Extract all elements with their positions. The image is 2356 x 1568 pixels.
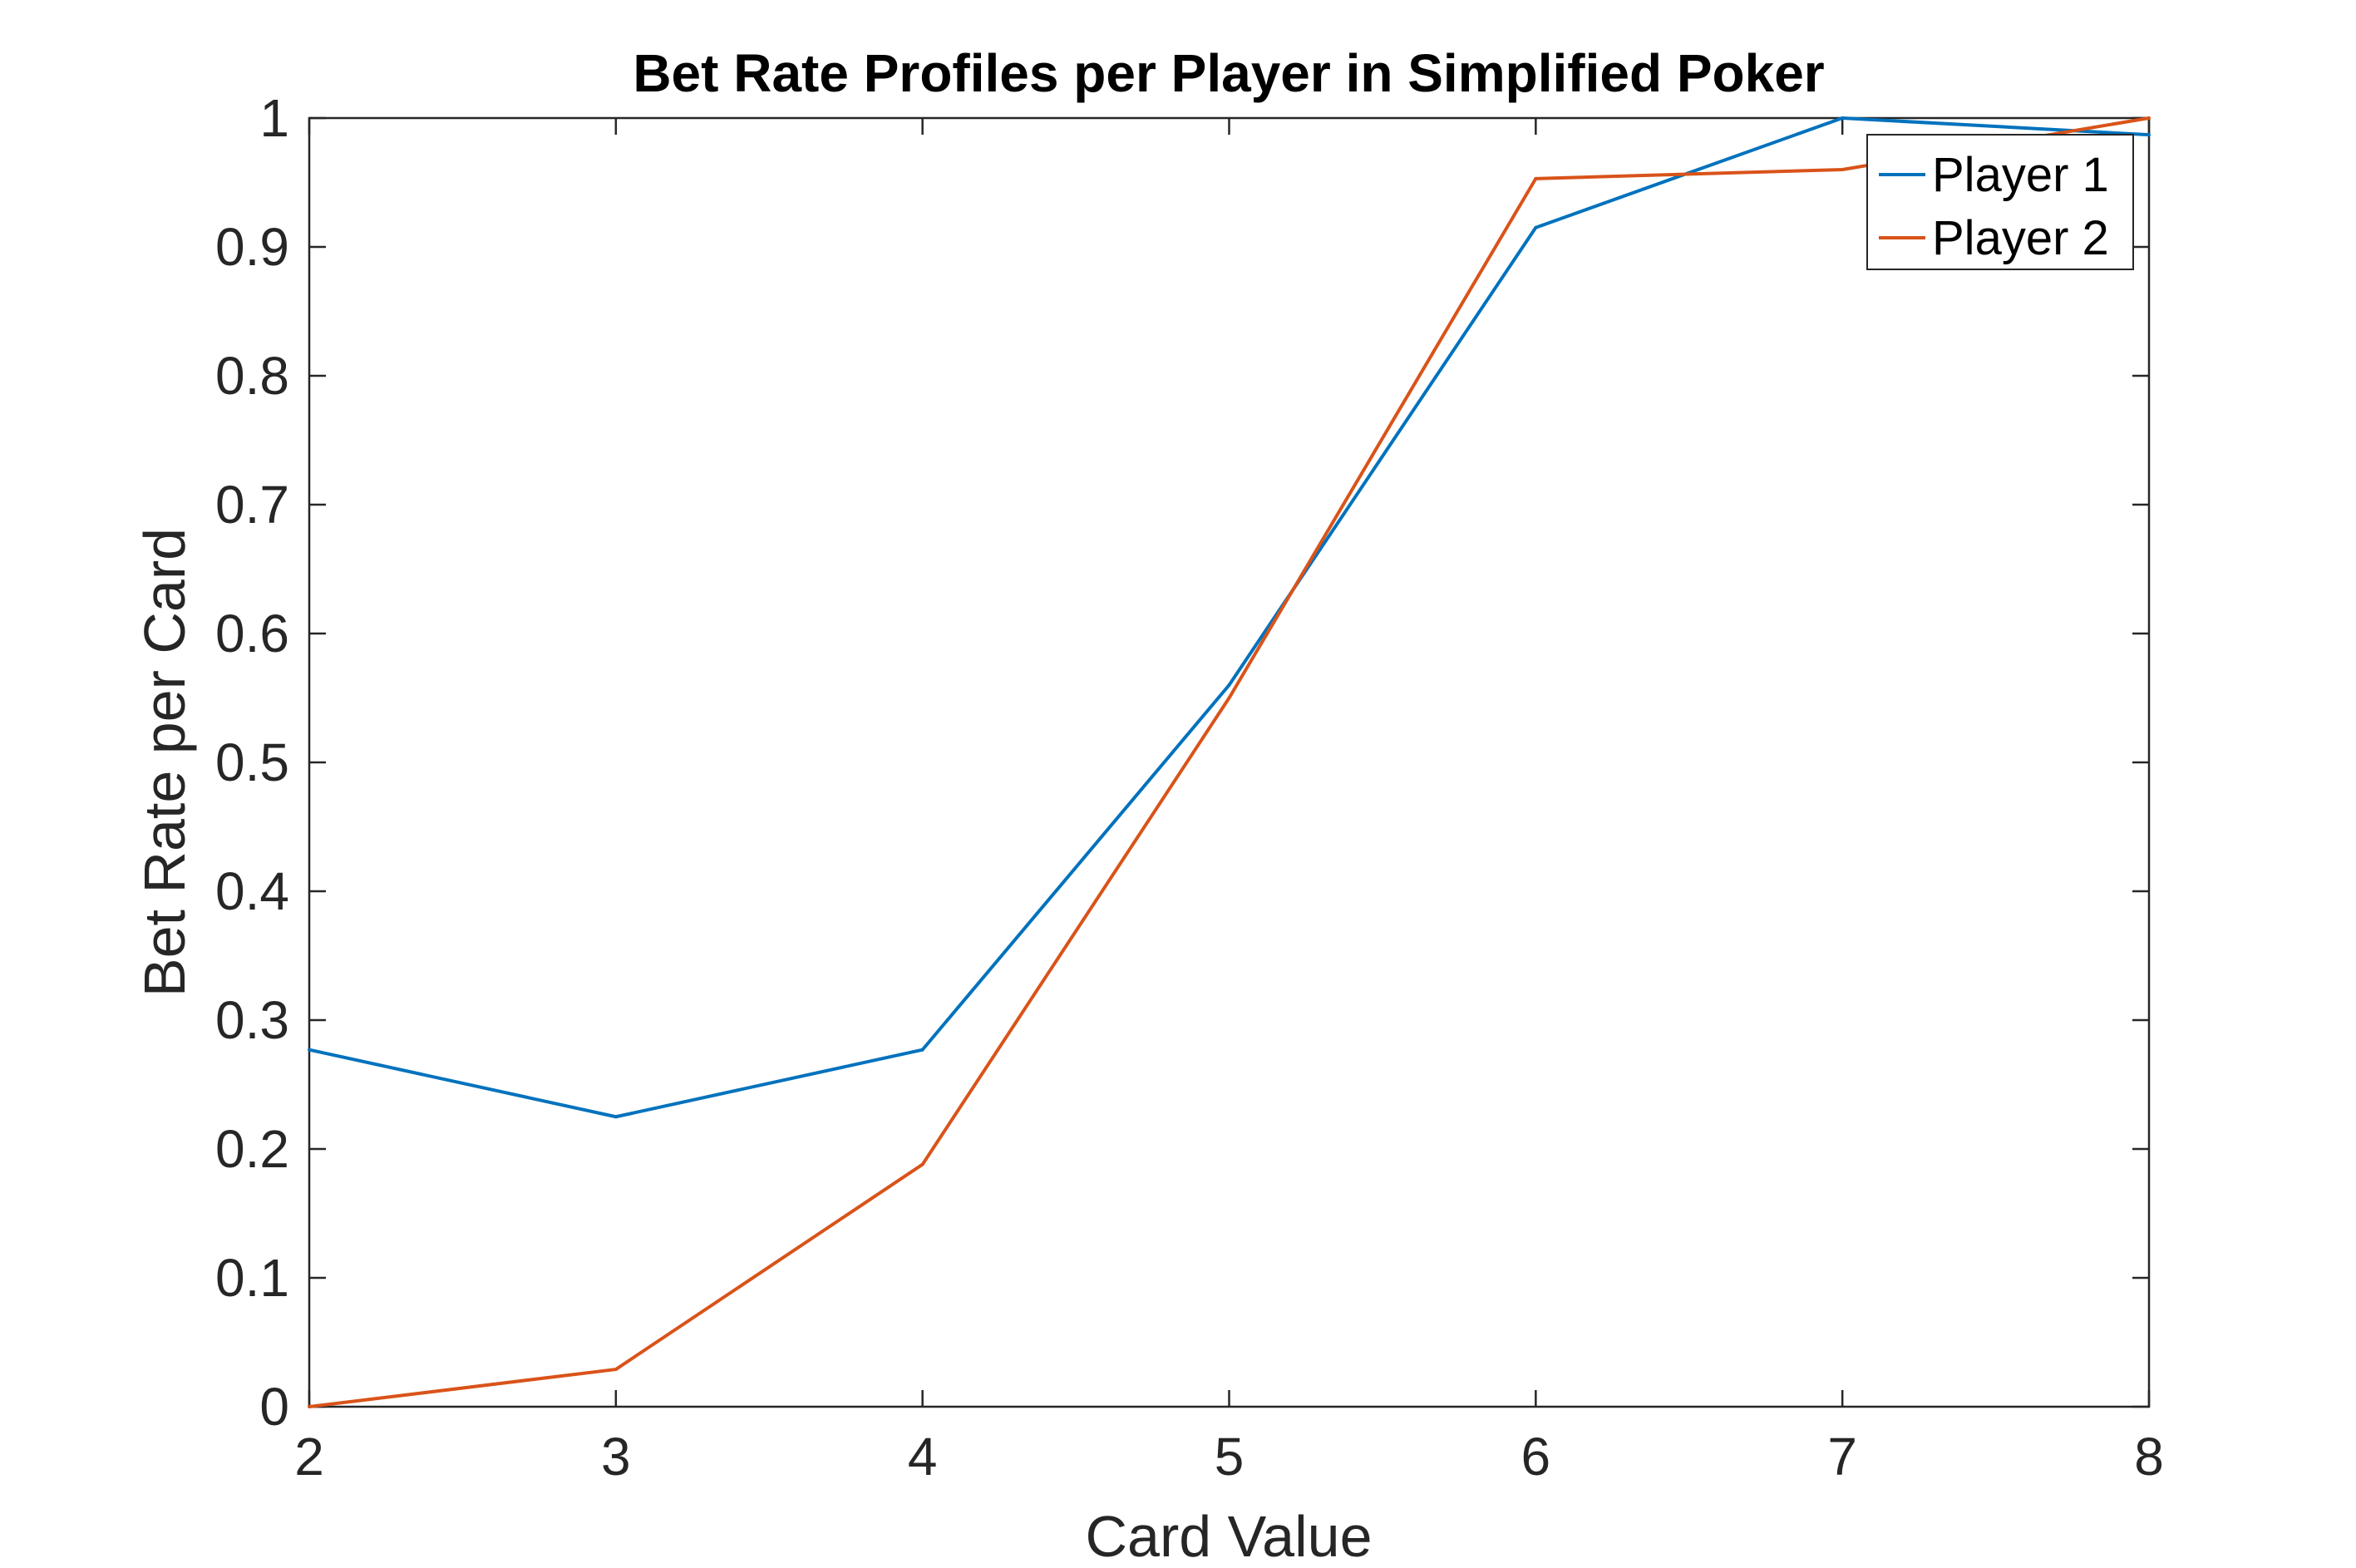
y-tick-label: 0.3 <box>215 990 289 1050</box>
x-axis-label: Card Value <box>1085 1504 1372 1568</box>
x-axis: 2 3 4 5 6 7 8 <box>294 118 2164 1487</box>
y-tick-label: 1 <box>259 88 289 148</box>
y-tick-label: 0 <box>259 1377 289 1437</box>
legend-label-player-2: Player 2 <box>1932 211 2109 265</box>
data-point-player-2 <box>1534 176 1538 180</box>
x-tick-label: 2 <box>294 1427 324 1487</box>
data-point-player-1 <box>1841 116 1845 120</box>
data-point-player-2 <box>1227 696 1231 700</box>
legend: Player 1 Player 2 <box>1866 134 2134 270</box>
y-tick-label: 0.4 <box>215 861 289 921</box>
y-axis-label: Bet Rate per Card <box>132 528 197 997</box>
y-tick-label: 0.6 <box>215 604 289 663</box>
y-tick-label: 0.8 <box>215 346 289 406</box>
chart-title: Bet Rate Profiles per Player in Simplifi… <box>633 43 1824 103</box>
legend-label-player-1: Player 1 <box>1932 148 2109 202</box>
data-point-player-1 <box>614 1115 618 1119</box>
x-tick-label: 6 <box>1521 1427 1551 1487</box>
y-tick-label: 0.7 <box>215 475 289 535</box>
data-point-player-1 <box>920 1048 924 1052</box>
series-lines <box>308 116 2151 1408</box>
data-point-player-2 <box>1841 168 1845 171</box>
x-tick-label: 3 <box>601 1427 631 1487</box>
data-point-player-1 <box>1534 225 1538 229</box>
x-tick-label: 5 <box>1215 1427 1245 1487</box>
data-point-player-2 <box>2147 116 2151 120</box>
data-point-player-1 <box>2147 133 2151 137</box>
data-point-player-1 <box>308 1048 311 1052</box>
y-tick-label: 0.9 <box>215 217 289 277</box>
y-tick-label: 0.1 <box>215 1248 289 1308</box>
y-tick-label: 0.2 <box>215 1119 289 1179</box>
plot-area <box>308 116 2151 1408</box>
data-point-player-2 <box>920 1162 924 1166</box>
data-point-player-2 <box>308 1405 311 1408</box>
data-point-player-1 <box>1227 683 1231 687</box>
y-axis: 0 0.1 0.2 0.3 0.4 0.5 0.6 0.7 0.8 0.9 1 <box>215 88 2149 1437</box>
data-point-player-2 <box>614 1368 618 1372</box>
legend-box <box>1866 134 2134 270</box>
x-tick-label: 4 <box>908 1427 938 1487</box>
y-tick-label: 0.5 <box>215 732 289 792</box>
x-tick-label: 7 <box>1827 1427 1857 1487</box>
x-tick-label: 8 <box>2134 1427 2164 1487</box>
